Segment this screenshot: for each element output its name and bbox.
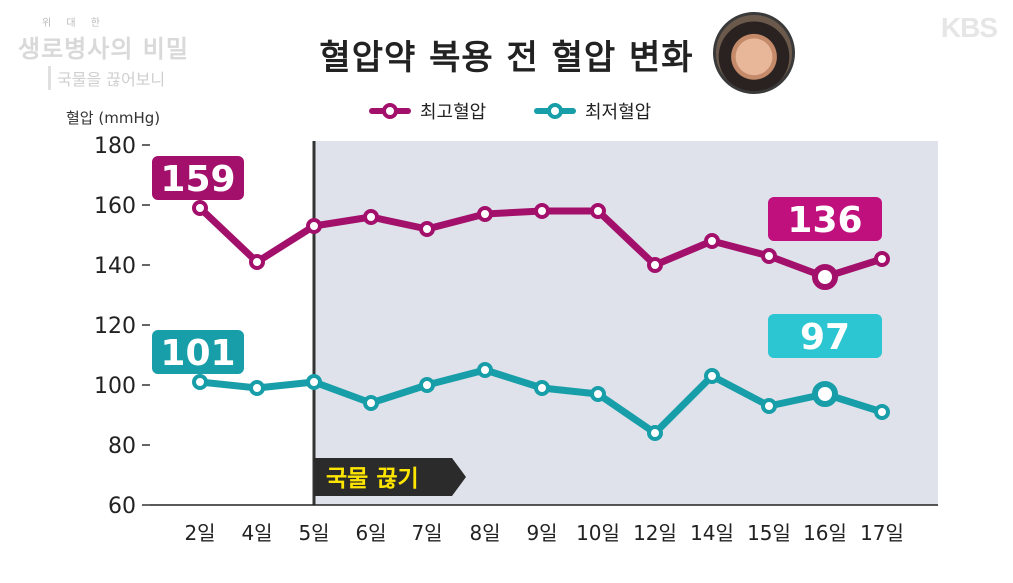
program-logo: 위 대 한 생로병사의 비밀 국물을 끊어보니: [18, 14, 208, 104]
y-tick-label: 160: [94, 194, 136, 219]
series-2-point: [419, 377, 435, 393]
legend-swatch-marker: [382, 103, 398, 119]
x-tick-label: 5일: [298, 521, 329, 545]
series-2-point: [363, 395, 379, 411]
series-1-point: [704, 233, 720, 249]
interviewee-avatar: [713, 12, 795, 94]
series-2-point: [534, 380, 550, 396]
series-1-point: [812, 264, 838, 290]
y-tick-label: 140: [94, 254, 136, 279]
value-callout-label: 136: [787, 200, 862, 241]
x-tick-label: 7일: [411, 521, 442, 545]
value-callout-badge: [768, 314, 882, 358]
x-tick-label: 6일: [355, 521, 386, 545]
legend-label: 최저혈압: [585, 102, 651, 123]
series-1-point: [249, 254, 265, 270]
series-2-point: [306, 374, 322, 390]
series-1-point: [363, 209, 379, 225]
value-callout-badge: [152, 156, 244, 200]
y-tick-label: 60: [108, 494, 136, 519]
legend-label: 최고혈압: [420, 102, 486, 123]
series-1-point: [874, 251, 890, 267]
series-1-point: [192, 200, 208, 216]
series-2-point: [761, 398, 777, 414]
x-tick-label: 14일: [690, 521, 734, 545]
series-2-point: [874, 404, 890, 420]
value-callout-label: 159: [160, 159, 235, 200]
series-2-point: [590, 386, 606, 402]
y-axis-label: 혈압 (mmHg): [66, 109, 161, 127]
x-tick-label: 9일: [526, 521, 557, 545]
series-2-point: [192, 374, 208, 390]
broadcaster-logo: KBS: [940, 12, 998, 43]
x-tick-label: 17일: [860, 521, 904, 545]
series-1-point: [761, 248, 777, 264]
series-2-point: [647, 425, 663, 441]
y-tick-label: 80: [108, 434, 136, 459]
x-tick-label: 2일: [184, 521, 215, 545]
value-callout-badge: [152, 330, 244, 374]
program-logo-subtitle: 위 대 한: [42, 18, 106, 29]
value-callout-badge: [768, 197, 882, 241]
value-callout-label: 97: [800, 317, 850, 358]
series-2-point: [812, 381, 838, 407]
value-callout-label: 101: [160, 333, 235, 374]
x-tick-label: 16일: [803, 521, 847, 545]
x-tick-label: 8일: [469, 521, 500, 545]
series-1-point: [477, 206, 493, 222]
x-tick-label: 15일: [747, 521, 791, 545]
series-1-point: [419, 221, 435, 237]
highlight-tag: [314, 458, 466, 496]
series-2-point: [704, 368, 720, 384]
y-tick-label: 120: [94, 314, 136, 339]
chart-title: 혈압약 복용 전 혈압 변화: [319, 38, 694, 78]
program-logo-title: 생로병사의 비밀: [18, 34, 189, 63]
episode-title: 국물을 끊어보니: [48, 66, 208, 90]
y-tick-label: 180: [94, 134, 136, 159]
x-tick-label: 4일: [241, 521, 272, 545]
series-1-point: [647, 257, 663, 273]
highlight-tag-label: 국물 끊기: [326, 466, 419, 492]
series-1-point: [534, 203, 550, 219]
legend-swatch-marker: [547, 103, 563, 119]
y-tick-label: 100: [94, 374, 136, 399]
series-2-point: [477, 362, 493, 378]
x-tick-label: 10일: [576, 521, 620, 545]
series-1-point: [306, 218, 322, 234]
x-tick-label: 12일: [633, 521, 677, 545]
series-1-point: [590, 203, 606, 219]
series-2-point: [249, 380, 265, 396]
